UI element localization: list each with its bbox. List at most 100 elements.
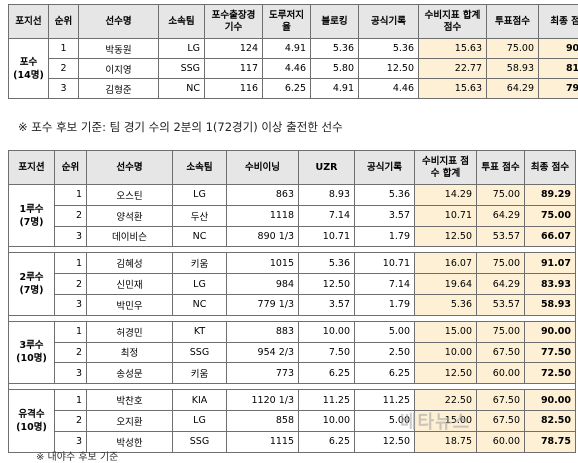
table-cell: 773 <box>227 363 299 384</box>
table-cell: 83.93 <box>525 274 576 295</box>
table-cell: KT <box>173 321 227 342</box>
table-cell: 863 <box>227 185 299 206</box>
table-cell: 2.50 <box>355 342 415 363</box>
table-cell: 72.50 <box>525 363 576 384</box>
table-cell: 3.57 <box>355 205 415 226</box>
table-cell: 15.63 <box>419 39 487 59</box>
table-cell: 67.50 <box>477 410 525 431</box>
table-cell: 7.50 <box>299 342 355 363</box>
table-cell: 키움 <box>173 253 227 274</box>
table-cell: 1118 <box>227 205 299 226</box>
table-cell: 984 <box>227 274 299 295</box>
table-cell: 2 <box>55 410 87 431</box>
table-cell: NC <box>173 226 227 247</box>
position-count: (7명) <box>13 216 50 229</box>
table-cell: 58.93 <box>487 59 539 79</box>
position-cell: 유격수(10명) <box>9 390 55 452</box>
table-cell: 5.36 <box>311 39 359 59</box>
table-cell: 12.50 <box>415 226 477 247</box>
header-cell: 공식기록 <box>359 5 419 39</box>
position-label: 1루수 <box>13 203 50 216</box>
table-cell: 5.36 <box>359 39 419 59</box>
table-cell: 7.14 <box>355 274 415 295</box>
header-cell: 수비지표 점수 합계 <box>415 151 477 185</box>
table-cell: 1120 1/3 <box>227 390 299 411</box>
header-cell: 포수출장경기수 <box>205 5 263 39</box>
table-cell: 3 <box>55 294 87 315</box>
table-cell: 2 <box>49 59 79 79</box>
table-cell: 79.91 <box>539 79 578 99</box>
table-cell: 10.00 <box>299 321 355 342</box>
table-cell: 10.71 <box>299 226 355 247</box>
table-cell: 124 <box>205 39 263 59</box>
table-cell: 89.29 <box>525 185 576 206</box>
table-cell: 75.00 <box>477 253 525 274</box>
table-cell: 22.77 <box>419 59 487 79</box>
table-cell: 64.29 <box>477 205 525 226</box>
position-cell: 1루수(7명) <box>9 185 55 247</box>
table-cell: 890 1/3 <box>227 226 299 247</box>
table-cell: 954 2/3 <box>227 342 299 363</box>
table-cell: 10.00 <box>415 342 477 363</box>
table-cell: 3 <box>55 363 87 384</box>
table-cell: 박동원 <box>79 39 159 59</box>
table-cell: 14.29 <box>415 185 477 206</box>
table-cell: 53.57 <box>477 294 525 315</box>
table-cell: 6.25 <box>299 431 355 452</box>
table-cell: 7.14 <box>299 205 355 226</box>
table-cell: 2 <box>55 342 87 363</box>
table-cell: 8.93 <box>299 185 355 206</box>
table-cell: 12.50 <box>299 274 355 295</box>
table-cell: 77.50 <box>525 342 576 363</box>
table-cell: 75.00 <box>477 321 525 342</box>
table-cell: 67.50 <box>477 390 525 411</box>
position-cell: 포수(14명) <box>9 39 49 99</box>
table-cell: 90.00 <box>525 321 576 342</box>
table-cell: 1.79 <box>355 226 415 247</box>
table-cell: 78.75 <box>525 431 576 452</box>
watermark-logo: 베타뉴스 <box>400 408 470 434</box>
position-label: 3루수 <box>13 339 50 352</box>
table-cell: 779 1/3 <box>227 294 299 315</box>
table-header-row: 포지선 순위 선수명 소속팀 포수출장경기수 도루저지율 블로킹 공식기록 수비… <box>9 5 578 39</box>
position-label: 2루수 <box>13 271 50 284</box>
table-cell: NC <box>159 79 205 99</box>
table-cell: KIA <box>173 390 227 411</box>
table-cell: LG <box>173 185 227 206</box>
bottom-partial-note: ※ 내야수 후보 기준 <box>36 448 118 463</box>
table-cell: 3.57 <box>299 294 355 315</box>
table-cell: 송성문 <box>87 363 173 384</box>
table-cell: 5.36 <box>355 185 415 206</box>
header-cell: 선수명 <box>79 5 159 39</box>
table-cell: 1.79 <box>355 294 415 315</box>
header-cell: 공식기록 <box>355 151 415 185</box>
table-cell: 60.00 <box>477 363 525 384</box>
infield-ranking-table: 포지션 순위 선수명 소속팀 수비이닝 UZR 공식기록 수비지표 점수 합계 … <box>8 150 576 453</box>
table-cell: 4.46 <box>263 59 311 79</box>
table-cell: 15.63 <box>419 79 487 99</box>
position-count: (14명) <box>13 69 44 82</box>
table-cell: 12.50 <box>359 59 419 79</box>
header-cell: 블로킹 <box>311 5 359 39</box>
position-count: (10명) <box>13 352 50 365</box>
header-cell: 투표점수 <box>487 5 539 39</box>
table-cell: 117 <box>205 59 263 79</box>
table-cell: SSG <box>173 342 227 363</box>
table-cell: 116 <box>205 79 263 99</box>
table-cell: 53.57 <box>477 226 525 247</box>
table-cell: 키움 <box>173 363 227 384</box>
table-cell: 90.63 <box>539 39 578 59</box>
table-cell: 6.25 <box>355 363 415 384</box>
table-cell: 12.50 <box>415 363 477 384</box>
position-label: 포수 <box>13 56 44 69</box>
table-cell: 최정 <box>87 342 173 363</box>
table-cell: 75.00 <box>487 39 539 59</box>
table-cell: 858 <box>227 410 299 431</box>
table-cell: 데이비슨 <box>87 226 173 247</box>
